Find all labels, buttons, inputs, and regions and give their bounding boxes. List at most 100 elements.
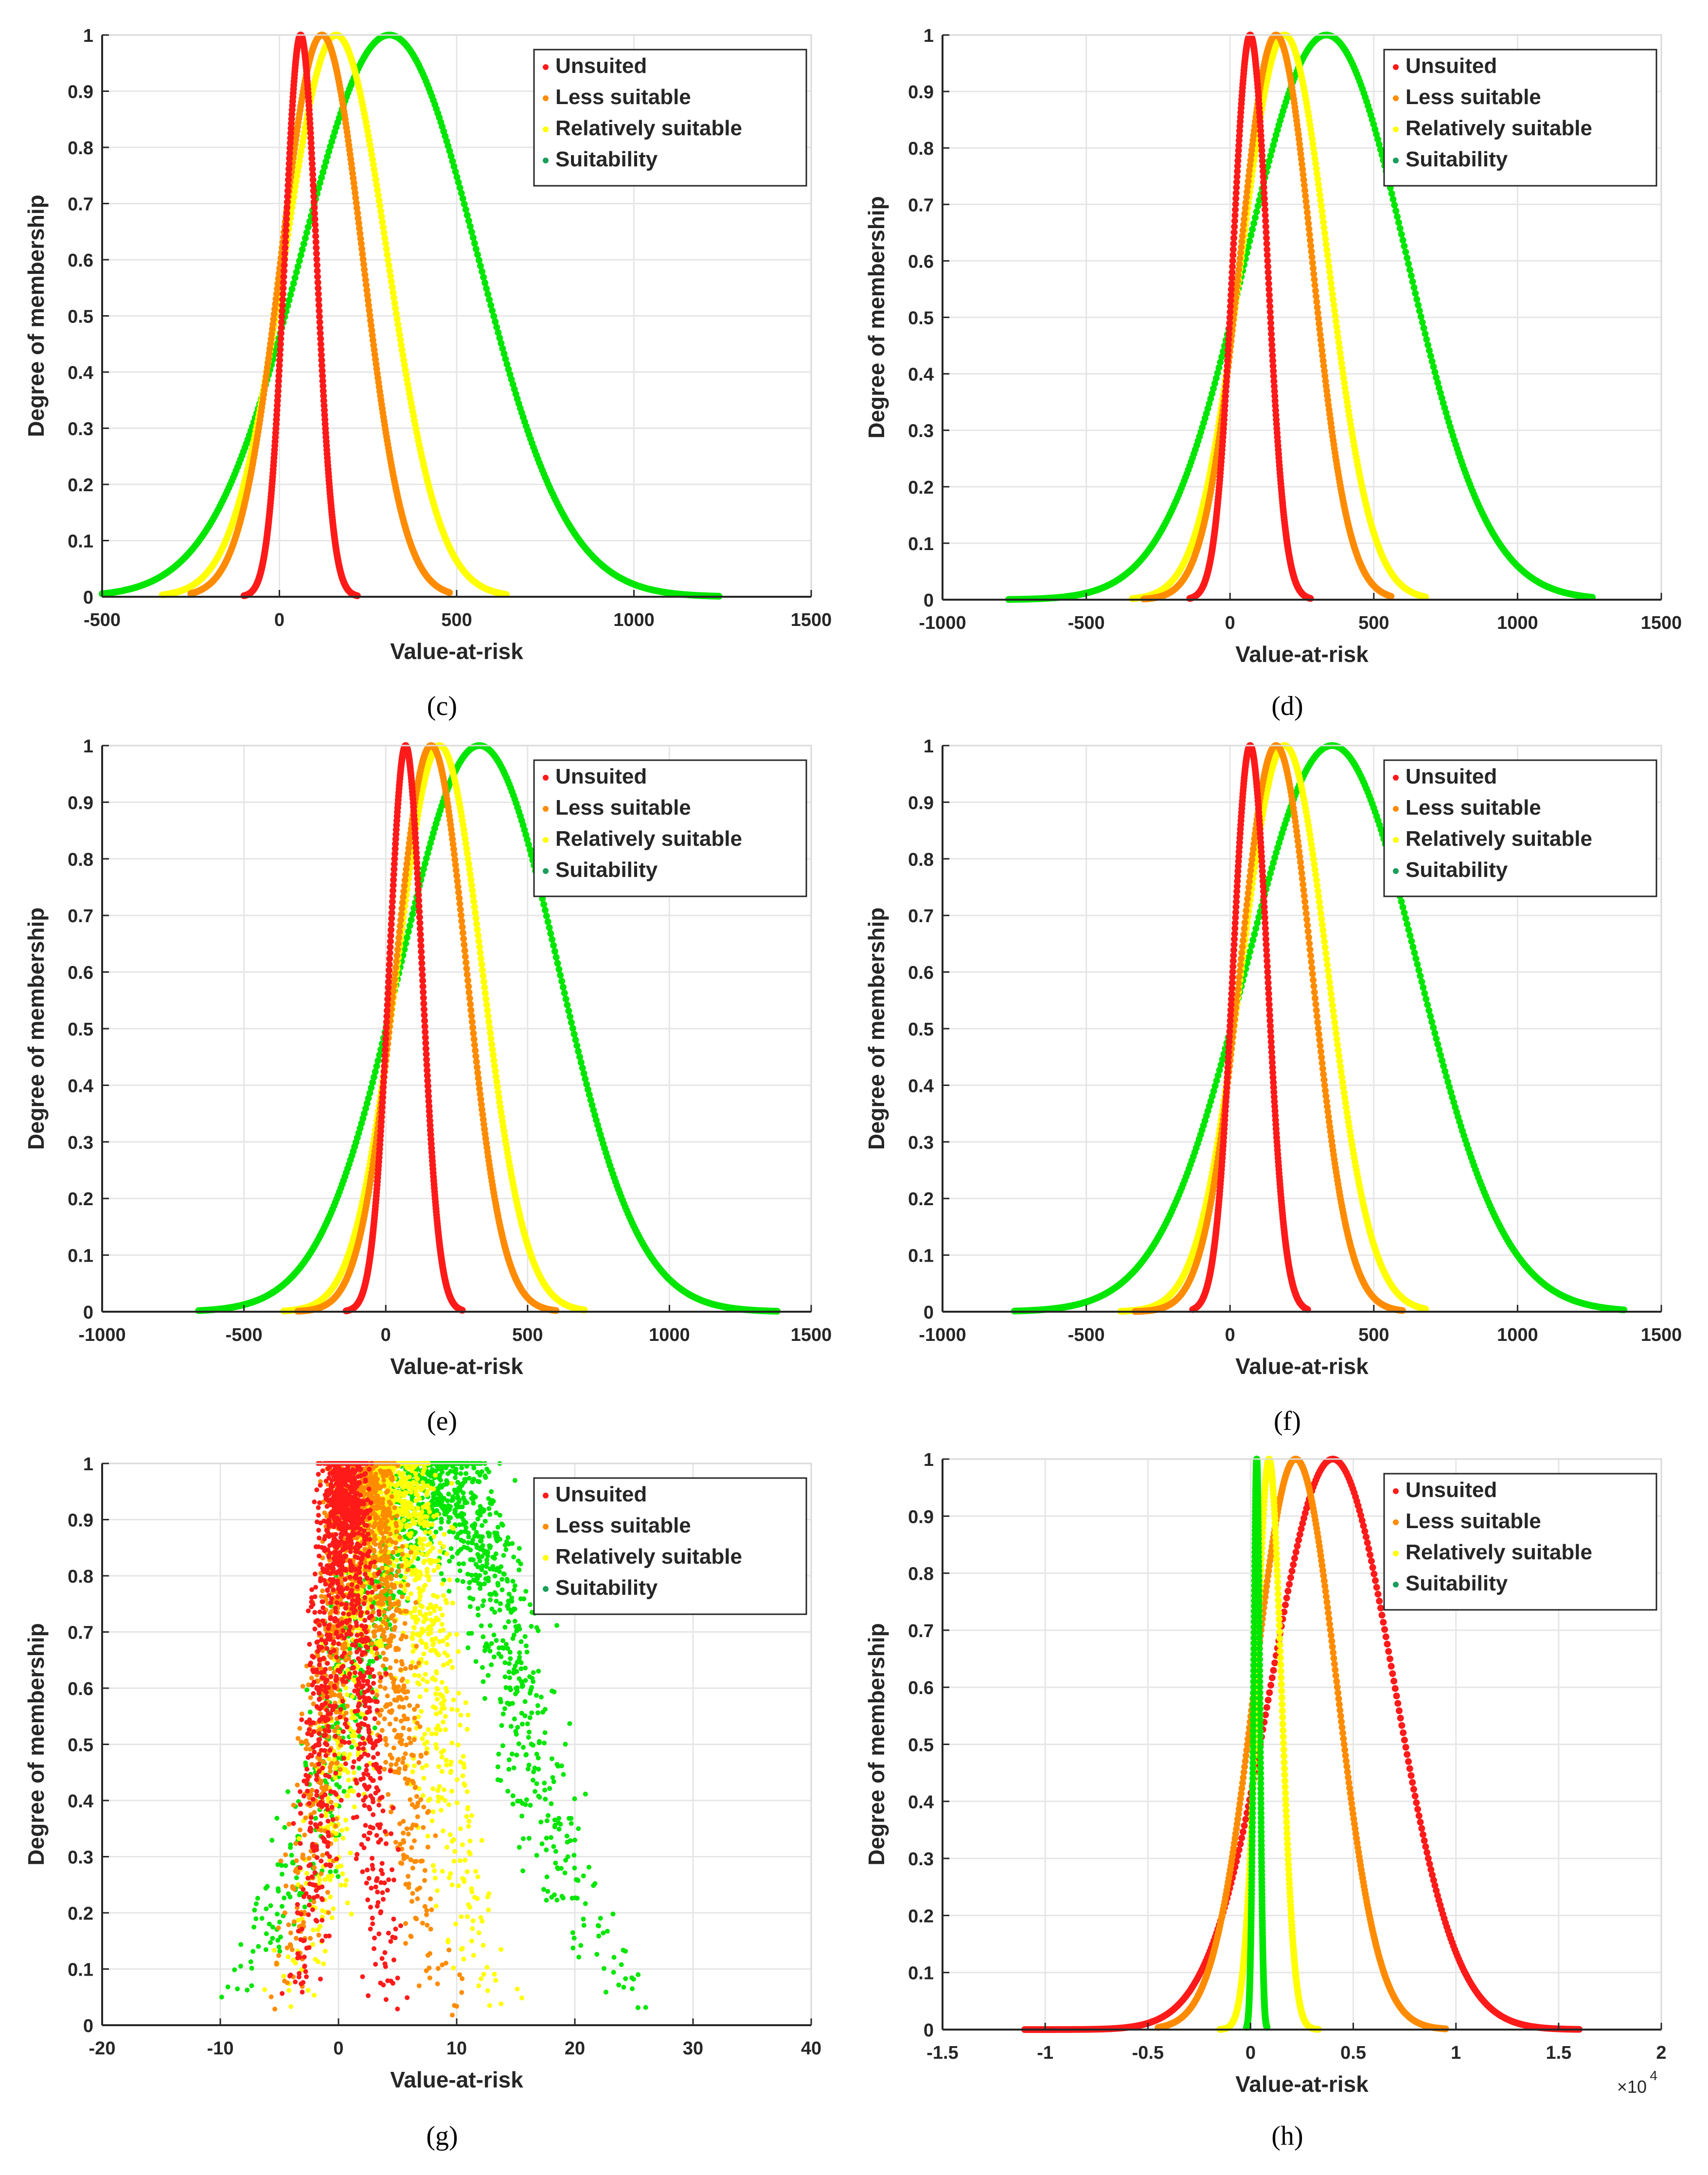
data-point [459, 195, 466, 202]
data-point [1392, 207, 1400, 214]
data-point [1250, 220, 1258, 227]
y-tick-label: 0.2 [908, 478, 934, 498]
data-point [386, 955, 393, 963]
data-point [294, 263, 302, 270]
chart-panel-c: -500 0 500 1000 150000.10.20.30.40.50.60.70.… [23, 26, 832, 721]
data-point [303, 229, 310, 236]
x-tick-label: -500 [84, 610, 121, 630]
data-point [459, 929, 466, 937]
data-point [392, 964, 399, 971]
data-point [458, 912, 465, 919]
data-point [393, 952, 401, 959]
data-point [386, 967, 392, 974]
data-point [297, 251, 304, 259]
data-point [559, 983, 567, 991]
data-point [476, 257, 482, 264]
data-point [554, 960, 561, 967]
data-point [406, 922, 413, 929]
data-point [481, 279, 489, 286]
data-point [551, 948, 558, 955]
data-point [280, 279, 287, 286]
data-point [482, 996, 490, 1002]
data-point [461, 200, 468, 208]
legend-label: Suitability [555, 147, 658, 171]
data-point [468, 1013, 475, 1019]
data-point [391, 970, 399, 977]
data-point [394, 940, 402, 947]
legend-label: Relatively suitable [555, 116, 742, 140]
data-point [487, 302, 495, 309]
y-tick-label: 0.5 [68, 307, 93, 327]
data-point [459, 924, 466, 930]
data-point [562, 996, 569, 1003]
data-point [455, 178, 462, 186]
data-point [477, 262, 484, 269]
data-point [543, 912, 550, 920]
legend-label: Less suitable [555, 85, 691, 109]
data-point [471, 240, 478, 247]
data-point [1252, 214, 1259, 221]
data-point [1406, 266, 1413, 273]
data-point [567, 1013, 574, 1020]
data-point [469, 234, 477, 241]
data-point [456, 900, 463, 908]
x-tick-label: 500 [441, 610, 472, 630]
data-point [549, 936, 556, 943]
data-point [393, 958, 400, 965]
data-point [476, 944, 483, 950]
y-tick-label: 0.3 [908, 421, 934, 442]
y-tick-label: 0.7 [68, 195, 93, 215]
data-point [462, 206, 469, 213]
y-tick-label: 0 [83, 588, 93, 608]
data-point [288, 285, 296, 293]
data-point [457, 906, 464, 913]
y-tick-label: 0.1 [908, 534, 934, 554]
data-point [463, 212, 471, 219]
y-tick-label: 0.8 [68, 138, 93, 159]
data-point [496, 334, 503, 341]
data-point [1405, 260, 1412, 267]
data-point [312, 232, 320, 240]
data-point [552, 1307, 560, 1314]
data-point [467, 1006, 475, 1014]
data-point [481, 984, 488, 991]
data-point [1413, 296, 1421, 303]
data-point [495, 329, 502, 336]
data-point [408, 916, 415, 924]
data-point [546, 924, 553, 931]
y-tick-label: 0.6 [68, 250, 93, 271]
data-point [394, 946, 401, 953]
data-point [463, 959, 470, 966]
data-point [490, 313, 498, 320]
data-point [398, 905, 406, 912]
data-point [478, 961, 485, 968]
data-point [472, 245, 480, 252]
legend-label: Suitability [1406, 147, 1508, 171]
data-point [282, 238, 289, 246]
data-point [449, 158, 456, 165]
data-point [385, 984, 392, 991]
data-point [312, 238, 320, 246]
data-point [570, 1031, 578, 1038]
data-point [1247, 232, 1255, 239]
x-axis-label: Value-at-risk [1235, 642, 1369, 667]
data-point [291, 274, 299, 282]
data-point [469, 1024, 477, 1031]
data-point [450, 163, 458, 170]
data-point [1404, 254, 1411, 262]
data-point [493, 323, 500, 331]
y-tick-label: 0.2 [68, 475, 93, 496]
x-tick-label: -1000 [919, 613, 966, 633]
legend-label: Relatively suitable [1406, 116, 1592, 140]
data-point [481, 990, 489, 997]
data-point [281, 262, 288, 269]
chart-panel-e: -1000 -500 0 500 1000 150000.10.20.30.40.50.6… [23, 736, 832, 1436]
data-point [281, 267, 287, 275]
data-point [475, 938, 482, 945]
data-point [465, 217, 472, 224]
data-point [384, 990, 391, 997]
data-point [568, 1019, 575, 1026]
data-point [502, 356, 509, 363]
data-point [409, 910, 416, 918]
